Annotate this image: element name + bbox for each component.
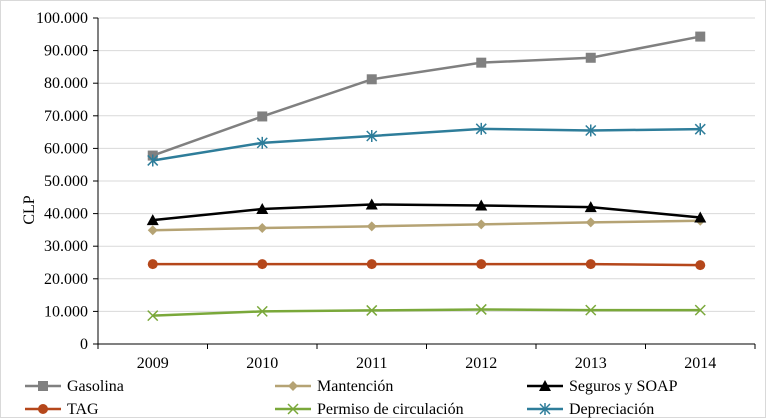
data-point-mantencion [366,221,377,232]
y-tick-label: 70.000 [44,108,88,125]
series-depreciacion [147,122,706,167]
data-point-seguros-y-soap [584,201,597,213]
series-line-depreciacion [152,127,701,162]
data-point-depreciacion [147,154,159,167]
legend-marker [539,403,551,415]
data-point-mantencion [257,222,268,233]
y-tick-label: 80.000 [44,75,88,92]
series-permiso-de-circulacion [147,303,706,322]
legend-marker [287,403,299,415]
data-point-gasolina [366,74,377,85]
data-point-mantencion [147,225,158,236]
series-tag [147,259,706,271]
series-group [146,31,707,322]
legend-label: Mantención [317,378,393,395]
data-point-gasolina [257,111,268,122]
legend-item: Seguros y SOAP [527,378,678,395]
series-seguros-y-soap [146,198,707,226]
legend-marker [539,380,551,391]
data-point-tag [257,259,268,270]
data-point-tag [366,259,377,270]
series-line-mantencion [152,219,701,232]
legend: Gasolina Mantención Seguros y SOAP TAG Permi… [25,378,678,418]
data-point-tag [147,259,158,270]
data-point-permiso-de-circulacion [366,304,378,316]
x-tick-label: 2011 [356,355,387,372]
legend-label: Seguros y SOAP [569,378,678,395]
data-point-permiso-de-circulacion [475,303,487,315]
legend-item: Gasolina [25,378,124,395]
legend-item: Mantención [275,378,393,395]
data-point-depreciacion [475,122,487,135]
legend-item: Permiso de circulación [275,401,464,418]
legend-marker [288,381,298,391]
data-point-seguros-y-soap [475,199,488,211]
y-tick-label: 0 [80,336,88,353]
x-tick-label: 2014 [684,355,716,372]
y-tick-label: 30.000 [44,238,88,255]
series-line-gasolina [152,35,701,157]
legend-label: Gasolina [67,378,124,395]
y-tick-label: 20.000 [44,271,88,288]
data-point-mantencion [585,217,596,228]
legend-label: Depreciación [569,401,654,418]
data-point-tag [695,260,706,271]
data-point-gasolina [695,31,706,42]
y-tick-label: 60.000 [44,140,88,157]
data-point-seguros-y-soap [365,198,378,210]
data-point-seguros-y-soap [146,214,159,226]
legend-item: Depreciación [527,401,654,418]
data-point-gasolina [585,52,596,63]
series-line-tag [152,262,701,267]
y-tick-label: 90.000 [44,43,88,60]
data-point-mantencion [476,219,487,230]
legend-marker [38,381,48,391]
data-point-permiso-de-circulacion [585,304,597,316]
data-point-permiso-de-circulacion [147,310,159,322]
y-axis-title: CLP [21,195,38,224]
data-point-tag [585,259,596,270]
y-tick-label: 50.000 [44,173,88,190]
legend-label: TAG [67,401,99,418]
data-point-depreciacion [694,123,706,136]
data-point-permiso-de-circulacion [694,304,706,316]
legend-marker [38,404,48,414]
series-line-permiso-de-circulacion [152,308,701,317]
data-point-seguros-y-soap [256,203,269,215]
series-line-seguros-y-soap [152,203,701,222]
y-tick-label: 10.000 [44,303,88,320]
gridlines [98,17,755,312]
data-point-depreciacion [366,130,378,143]
legend-item: TAG [25,401,99,418]
x-tick-label: 2013 [575,355,607,372]
x-tick-label: 2012 [465,355,497,372]
data-point-depreciacion [585,124,597,137]
y-tick-label: 40.000 [44,206,88,223]
x-tick-label: 2009 [137,355,169,372]
data-point-tag [476,259,487,270]
data-point-gasolina [476,57,487,68]
data-point-permiso-de-circulacion [256,305,268,317]
data-point-depreciacion [256,136,268,149]
y-tick-label: 100.000 [36,10,88,27]
legend-label: Permiso de circulación [317,401,464,418]
x-tick-label: 2010 [246,355,278,372]
data-point-seguros-y-soap [694,211,707,223]
axes: 0 10.000 20.000 30.000 40.000 50.000 60.000 70.… [36,10,756,372]
